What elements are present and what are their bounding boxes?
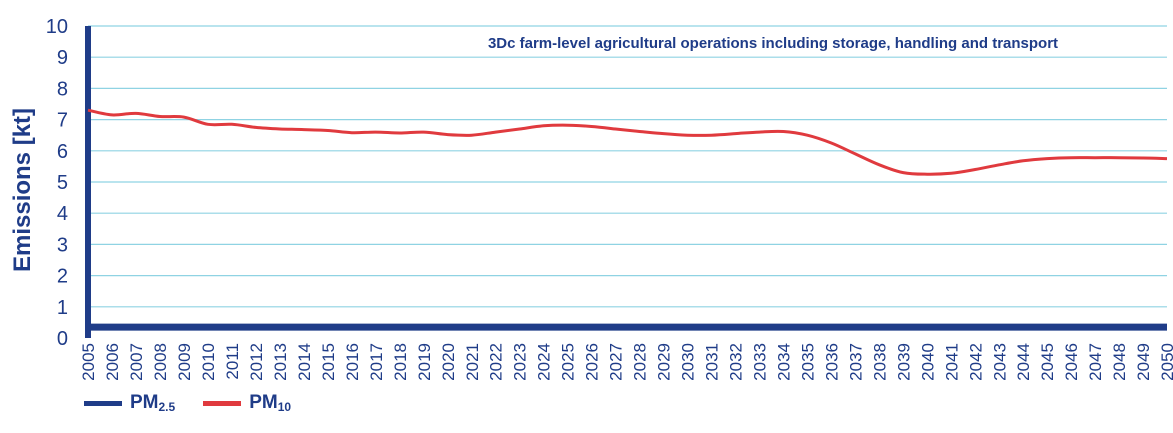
x-tick-label: 2019 xyxy=(415,343,434,381)
x-tick-label: 2035 xyxy=(798,343,817,381)
x-tick-label: 2015 xyxy=(319,343,338,381)
x-tick-label: 2041 xyxy=(942,343,961,381)
x-tick-label: 2043 xyxy=(990,343,1009,381)
x-tick-label: 2038 xyxy=(870,343,889,381)
y-tick-label: 0 xyxy=(57,328,68,350)
x-tick-label: 2024 xyxy=(535,343,554,381)
legend-swatch-pm25 xyxy=(84,400,122,406)
x-tick-label: 2008 xyxy=(151,343,170,381)
y-axis-title: Emissions [kt] xyxy=(9,108,36,272)
x-tick-label: 2009 xyxy=(175,343,194,381)
x-tick-label: 2033 xyxy=(750,343,769,381)
legend: PM2.5 PM10 xyxy=(84,389,291,417)
legend-label-pm10: PM10 xyxy=(249,392,292,414)
x-tick-label: 2050 xyxy=(1158,343,1173,381)
x-tick-label: 2044 xyxy=(1014,343,1033,381)
x-tick-label: 2006 xyxy=(103,343,122,381)
legend-swatch-pm10 xyxy=(203,400,242,406)
y-tick-label: 5 xyxy=(57,172,68,194)
x-tick-label: 2016 xyxy=(343,343,362,381)
x-tick-label: 2034 xyxy=(774,343,793,381)
x-tick-label: 2039 xyxy=(894,343,913,381)
y-tick-label: 7 xyxy=(57,110,68,132)
x-tick-label: 2005 xyxy=(79,343,98,381)
y-tick-label: 4 xyxy=(57,203,68,225)
legend-label-pm25: PM2.5 xyxy=(130,392,176,414)
chart-title: 3Dc farm-level agricultural operations i… xyxy=(488,35,1058,52)
x-tick-label: 2032 xyxy=(727,343,746,381)
x-tick-label: 2028 xyxy=(631,343,650,381)
y-tick-label: 1 xyxy=(57,297,68,319)
x-tick-label: 2018 xyxy=(391,343,410,381)
x-tick-label: 2025 xyxy=(559,343,578,381)
x-tick-label: 2048 xyxy=(1110,343,1129,381)
x-tick-label: 2014 xyxy=(295,343,314,381)
x-tick-label: 2031 xyxy=(703,343,722,381)
legend-item-pm10: PM10 xyxy=(203,392,291,414)
y-tick-label: 2 xyxy=(57,266,68,288)
x-tick-label: 2029 xyxy=(655,343,674,381)
y-tick-label: 8 xyxy=(57,78,68,100)
x-tick-label: 2030 xyxy=(679,343,698,381)
x-tick-label: 2040 xyxy=(918,343,937,381)
x-tick-label: 2036 xyxy=(822,343,841,381)
x-tick-label: 2045 xyxy=(1038,343,1057,381)
x-tick-label: 2049 xyxy=(1134,343,1153,381)
x-tick-label: 2012 xyxy=(247,343,266,381)
x-tick-label: 2027 xyxy=(607,343,626,381)
y-tick-label: 3 xyxy=(57,234,68,256)
y-tick-label: 6 xyxy=(57,141,68,163)
x-tick-label: 2021 xyxy=(463,343,482,381)
x-tick-label: 2013 xyxy=(271,343,290,381)
x-tick-label: 2042 xyxy=(966,343,985,381)
x-tick-label: 2020 xyxy=(439,343,458,381)
y-tick-label: 10 xyxy=(46,16,68,38)
x-tick-label: 2011 xyxy=(223,343,242,380)
legend-item-pm25: PM2.5 xyxy=(84,392,175,414)
x-tick-label: 2046 xyxy=(1062,343,1081,381)
x-tick-label: 2010 xyxy=(199,343,218,381)
x-tick-label: 2026 xyxy=(583,343,602,381)
x-tick-label: 2023 xyxy=(511,343,530,381)
y-tick-label: 9 xyxy=(57,47,68,69)
x-tick-label: 2022 xyxy=(487,343,506,381)
series-pm10-line xyxy=(87,108,1168,176)
x-tick-label: 2007 xyxy=(127,343,146,381)
x-tick-label: 2037 xyxy=(846,343,865,381)
x-tick-label: 2017 xyxy=(367,343,386,381)
x-tick-label: 2047 xyxy=(1086,343,1105,381)
